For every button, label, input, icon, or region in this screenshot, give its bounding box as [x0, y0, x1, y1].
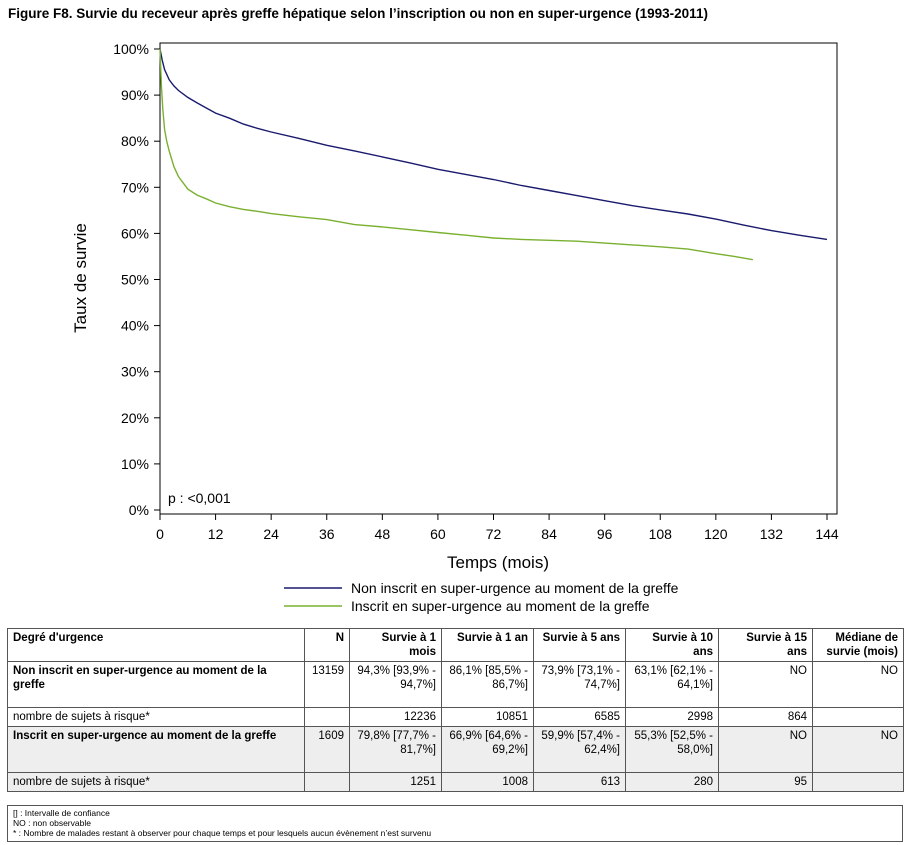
table-cell: 1251 — [349, 772, 442, 792]
table-cell: 864 — [718, 707, 813, 727]
table-cell: 13159 — [304, 661, 350, 708]
x-tick-label: 108 — [649, 526, 673, 542]
y-axis-title: Taux de survie — [71, 223, 90, 333]
x-tick-label: 84 — [541, 526, 557, 542]
table-cell — [304, 707, 350, 727]
series-line-super-urgence — [159, 48, 754, 261]
header-cell: Degré d'urgence — [7, 628, 305, 662]
survival-chart: 0% 10% 20% 30% 40% 50% 60% 70% 80% 90% 100% 0 12 24 3… — [71, 41, 839, 614]
y-tick-label: 30% — [121, 364, 149, 380]
series-layer — [159, 48, 828, 261]
y-tick-label: 10% — [121, 456, 149, 472]
table-cell: 55,3% [52,5% - 58,0%] — [625, 726, 719, 773]
row-label: Inscrit en super-urgence au moment de la… — [7, 726, 305, 773]
survival-table: Degré d'urgence N Survie à 1 mois Survie… — [7, 628, 904, 792]
header-cell: Survie à 15 ans — [718, 628, 813, 662]
p-value-annotation: p : <0,001 — [168, 490, 231, 506]
legend: Non inscrit en super-urgence au moment d… — [284, 580, 679, 614]
header-cell: Survie à 10 ans — [625, 628, 719, 662]
legend-label: Non inscrit en super-urgence au moment d… — [351, 580, 679, 596]
y-tick-label: 70% — [121, 179, 149, 195]
table-cell: NO — [718, 726, 813, 773]
table-row: nombre de sujets à risque* 1251 1008 613… — [7, 772, 904, 792]
x-tick-label: 60 — [430, 526, 446, 542]
table-cell: 73,9% [73,1% - 74,7%] — [533, 661, 626, 708]
series-line-non-urgence — [159, 48, 828, 241]
table-cell: 95 — [718, 772, 813, 792]
y-tick-label: 80% — [121, 133, 149, 149]
header-cell: N — [304, 628, 350, 662]
row-label: Non inscrit en super-urgence au moment d… — [7, 661, 305, 708]
x-tick-label: 120 — [704, 526, 728, 542]
table-cell: 6585 — [533, 707, 626, 727]
table-row: nombre de sujets à risque* 12236 10851 6… — [7, 707, 904, 727]
table-cell — [812, 772, 904, 792]
x-tick-label: 48 — [375, 526, 391, 542]
x-tick-label: 24 — [263, 526, 279, 542]
table-cell: 1008 — [441, 772, 534, 792]
table-header-row: Degré d'urgence N Survie à 1 mois Survie… — [7, 628, 904, 662]
x-tick-label: 144 — [815, 526, 839, 542]
x-tick-label: 132 — [760, 526, 784, 542]
x-tick-label: 36 — [319, 526, 335, 542]
table-cell: NO — [812, 726, 904, 773]
plot-frame — [159, 42, 838, 515]
table-cell: NO — [718, 661, 813, 708]
table-cell: 59,9% [57,4% - 62,4%] — [533, 726, 626, 773]
x-axis: 0 12 24 36 48 60 72 84 96 108 120 132 144 — [156, 514, 839, 542]
legend-label: Inscrit en super-urgence au moment de la… — [351, 598, 650, 614]
header-cell: Survie à 5 ans — [533, 628, 626, 662]
table-cell: 2998 — [625, 707, 719, 727]
y-axis: 0% 10% 20% 30% 40% 50% 60% 70% 80% 90% 100% — [113, 41, 160, 518]
header-cell: Médiane de survie (mois) — [812, 628, 904, 662]
table-cell: 613 — [533, 772, 626, 792]
header-cell: Survie à 1 an — [441, 628, 534, 662]
table-cell: 63,1% [62,1% - 64,1%] — [625, 661, 719, 708]
footnotes: [] : Intervalle de confiance NO : non ob… — [7, 805, 903, 842]
table-cell: 12236 — [349, 707, 442, 727]
table-row: Inscrit en super-urgence au moment de la… — [7, 726, 904, 773]
footnote: NO : non observable — [13, 818, 91, 828]
table-cell: 280 — [625, 772, 719, 792]
table-cell — [304, 772, 350, 792]
table-cell: 10851 — [441, 707, 534, 727]
x-tick-label: 12 — [208, 526, 224, 542]
table-cell: 94,3% [93,9% - 94,7%] — [349, 661, 442, 708]
row-label: nombre de sujets à risque* — [7, 707, 305, 727]
table-cell: 66,9% [64,6% - 69,2%] — [441, 726, 534, 773]
y-tick-label: 40% — [121, 318, 149, 334]
y-tick-label: 50% — [121, 272, 149, 288]
footnote: [] : Intervalle de confiance — [13, 808, 110, 818]
y-tick-label: 100% — [113, 41, 149, 57]
x-tick-label: 96 — [597, 526, 613, 542]
table-cell: 79,8% [77,7% - 81,7%] — [349, 726, 442, 773]
table-row: Non inscrit en super-urgence au moment d… — [7, 661, 904, 708]
table-cell: NO — [812, 661, 904, 708]
y-tick-label: 60% — [121, 225, 149, 241]
table-cell: 86,1% [85,5% - 86,7%] — [441, 661, 534, 708]
header-cell: Survie à 1 mois — [349, 628, 442, 662]
x-tick-label: 72 — [486, 526, 502, 542]
footnote: * : Nombre de malades restant à observer… — [13, 828, 432, 838]
x-axis-title: Temps (mois) — [447, 553, 549, 572]
y-tick-label: 90% — [121, 87, 149, 103]
figure-title: Figure F8. Survie du receveur après gref… — [8, 6, 708, 21]
table-cell: 1609 — [304, 726, 350, 773]
y-tick-label: 20% — [121, 410, 149, 426]
x-tick-label: 0 — [156, 526, 164, 542]
table-cell — [812, 707, 904, 727]
row-label: nombre de sujets à risque* — [7, 772, 305, 792]
y-tick-label: 0% — [129, 502, 149, 518]
